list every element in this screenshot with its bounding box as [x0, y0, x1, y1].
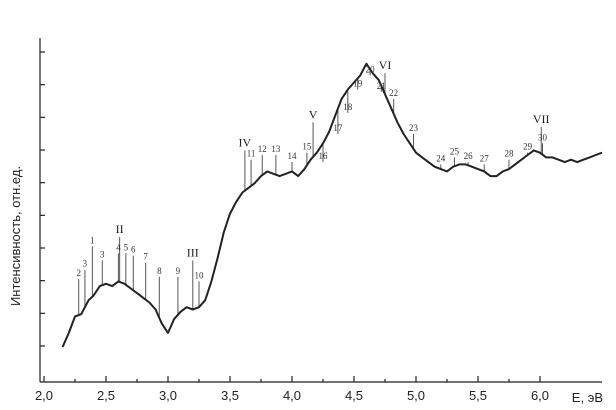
peak-label-7: 7: [143, 252, 148, 262]
group-label-IV: IV: [239, 135, 252, 149]
peak-label-5: 5: [124, 242, 129, 252]
group-label-VII: VII: [533, 112, 550, 126]
group-label-III: III: [187, 245, 199, 259]
peak-label-8: 8: [157, 266, 162, 276]
x-axis-title: E, эВ: [572, 390, 603, 405]
x-tick-label: 3,5: [221, 388, 239, 403]
peak-label-22: 22: [389, 88, 398, 98]
peak-label-27: 27: [480, 153, 490, 163]
peak-label-14: 14: [288, 151, 298, 161]
peak-label-21: 21: [377, 81, 386, 91]
peak-label-20: 20: [366, 64, 376, 74]
x-ticks: 2,0 2,5 3,0 3,5 4,0 4,5 5,0 5,5 6,0: [35, 376, 549, 403]
group-label-VI: VI: [379, 58, 392, 72]
peak-label-17: 17: [333, 123, 343, 133]
peak-label-26: 26: [464, 151, 474, 161]
y-ticks: [40, 51, 45, 347]
peak-label-6: 6: [131, 245, 136, 255]
peak-label-9: 9: [176, 266, 181, 276]
x-tick-label: 2,0: [35, 388, 53, 403]
x-tick-label: 6,0: [531, 388, 549, 403]
peak-label-12: 12: [258, 144, 267, 154]
x-tick-label: 2,5: [97, 388, 115, 403]
spectrum-series-line: [61, 62, 603, 348]
peak-label-25: 25: [450, 146, 460, 156]
y-axis-title: Интенсивность, отн.ед.: [8, 166, 23, 306]
x-tick-label: 3,0: [159, 388, 177, 403]
peak-label-3: 3: [100, 249, 105, 259]
peak-label-30: 30: [538, 132, 548, 142]
peak-label-15: 15: [302, 142, 312, 152]
peak-label-28: 28: [505, 149, 515, 159]
peak-label-13: 13: [271, 144, 281, 154]
peak-label-23: 23: [409, 123, 419, 133]
x-tick-label: 5,5: [469, 388, 487, 403]
peak-label-11: 11: [247, 149, 256, 159]
peak-label-2: 2: [76, 268, 81, 278]
x-tick-label: 5,0: [407, 388, 425, 403]
peak-label-29: 29: [523, 142, 533, 152]
axes: [39, 38, 602, 383]
peak-label-18: 18: [343, 102, 353, 112]
peak-label-19: 19: [353, 78, 363, 88]
peak-label-3: 3: [83, 259, 88, 269]
x-tick-label: 4,5: [345, 388, 363, 403]
group-label-II: II: [116, 222, 124, 236]
peak-label-1: 1: [90, 235, 95, 245]
peak-label-16: 16: [319, 151, 329, 161]
group-label-V: V: [309, 107, 318, 121]
peak-label-4: 4: [116, 242, 121, 252]
x-tick-label: 4,0: [283, 388, 301, 403]
peak-label-24: 24: [436, 153, 446, 163]
peak-markers: [78, 69, 543, 318]
peak-label-10: 10: [195, 270, 205, 280]
